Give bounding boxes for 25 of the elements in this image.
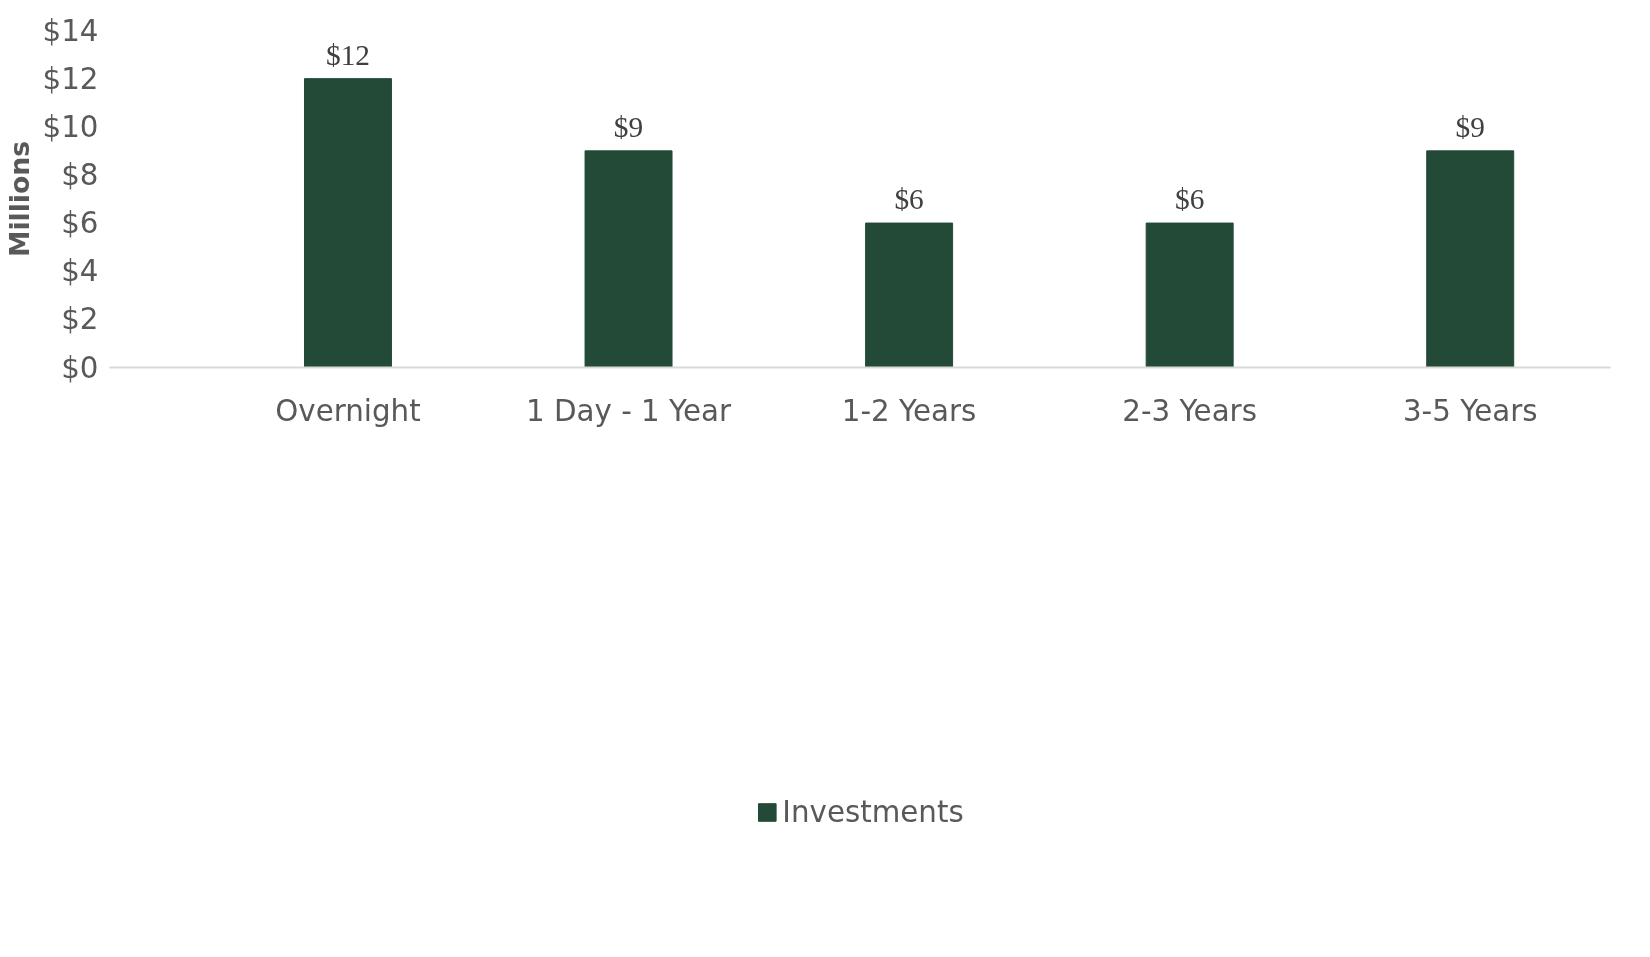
x-tick-label: 3-5 Years — [1402, 393, 1538, 428]
legend-label: Investments — [782, 794, 964, 829]
y-tick-label: $2 — [61, 302, 99, 337]
y-axis-title: Millions — [3, 140, 35, 258]
y-tick-label: $14 — [42, 13, 99, 48]
data-label: $9 — [613, 110, 644, 143]
x-tick-label: Overnight — [275, 393, 421, 428]
bar — [1426, 150, 1515, 368]
x-tick-label: 2-3 Years — [1122, 393, 1257, 428]
x-tick-label: 1 Day - 1 Year — [525, 393, 733, 428]
bar — [865, 222, 954, 368]
data-label: $12 — [325, 38, 370, 71]
x-tick-label: 1-2 Years — [841, 393, 977, 428]
y-tick-label: $12 — [42, 61, 99, 96]
data-label: $6 — [894, 183, 924, 216]
data-label: $6 — [1174, 183, 1205, 216]
bar — [1145, 222, 1234, 368]
y-tick-label: $6 — [61, 206, 99, 241]
y-tick-label: $0 — [61, 350, 99, 385]
y-tick-label: $8 — [61, 157, 99, 192]
bar — [303, 78, 392, 368]
bar — [584, 150, 673, 368]
data-label: $9 — [1455, 110, 1485, 143]
y-tick-label: $4 — [61, 254, 99, 289]
y-tick-label: $10 — [42, 109, 99, 144]
